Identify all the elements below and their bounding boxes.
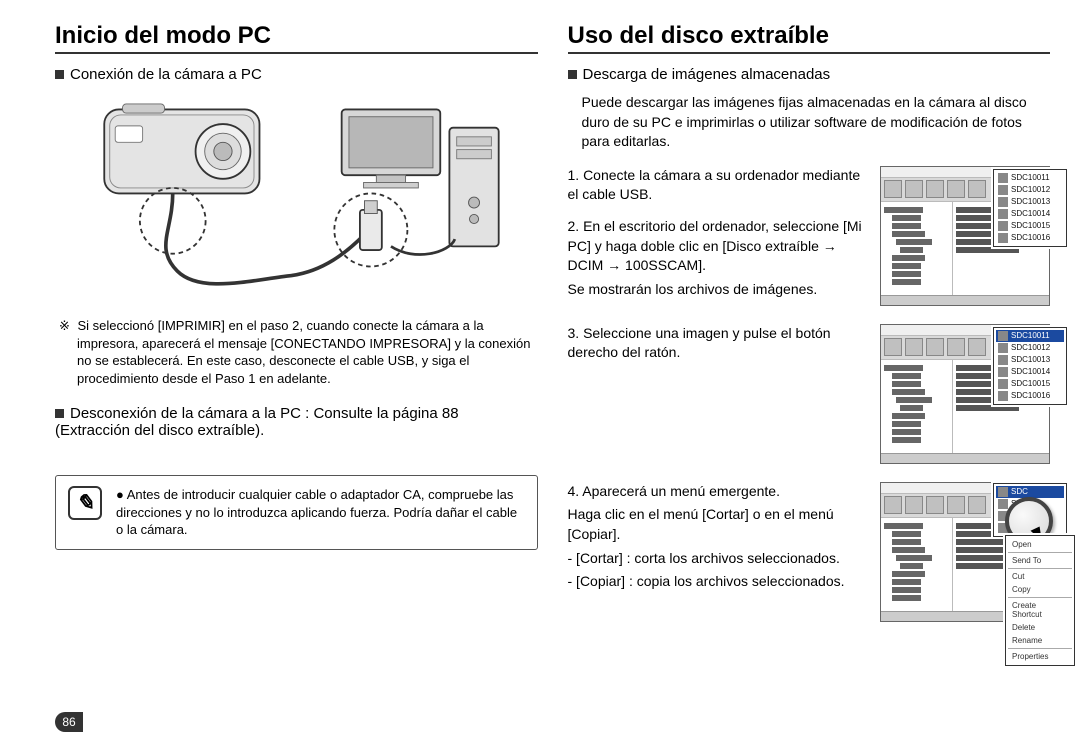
image-file-icon	[998, 367, 1008, 377]
image-file-icon	[998, 331, 1008, 341]
tip-icon: ✎	[68, 486, 102, 520]
step4d: - [Copiar] : copia los archivos seleccio…	[568, 572, 871, 592]
right-section1-text: Descarga de imágenes almacenadas	[583, 66, 831, 83]
camera-pc-illustration	[55, 93, 538, 303]
tip-box: ✎ ● Antes de introducir cualquier cable …	[55, 475, 538, 550]
manual-page: Inicio del modo PC Conexión de la cámara…	[0, 0, 1080, 656]
image-file-icon	[998, 197, 1008, 207]
right-title: Uso del disco extraíble	[568, 22, 1051, 54]
step4c: - [Cortar] : corta los archivos seleccio…	[568, 549, 871, 569]
file-overlay-selected: SDC10011 SDC10012 SDC10013 SDC10014 SDC1…	[993, 327, 1067, 405]
ctx-shortcut: Create Shortcut	[1008, 599, 1072, 621]
illustration-svg	[86, 93, 506, 303]
bullet-square-icon	[55, 70, 64, 79]
file-item: SDC10016	[1011, 233, 1050, 242]
screenshot-context-menu: SDC SDC SDC SDC Open Send To Cut Copy Cr…	[880, 482, 1050, 622]
toolbar-btn	[905, 180, 923, 198]
image-file-icon	[998, 379, 1008, 389]
step4a: 4. Aparecerá un menú emergente.	[568, 482, 871, 502]
left-section2-text: Desconexión de la cámara a la PC : Consu…	[55, 405, 459, 439]
file-overlay: SDC10011 SDC10012 SDC10013 SDC10014 SDC1…	[993, 169, 1067, 247]
page-number-badge: 86	[55, 712, 83, 732]
toolbar-btn	[926, 180, 944, 198]
right-intro: Puede descargar las imágenes fijas almac…	[568, 93, 1051, 152]
step1: 1. Conecte la cámara a su ordenador medi…	[568, 166, 871, 205]
file-item: SDC10015	[1011, 379, 1050, 388]
screenshot-select: SDC10011 SDC10012 SDC10013 SDC10014 SDC1…	[880, 324, 1050, 464]
bullet-square-icon	[568, 70, 577, 79]
step-1-2-text: 1. Conecte la cámara a su ordenador medi…	[568, 166, 871, 306]
step2a: 2. En el escritorio del ordenador, selec…	[568, 217, 871, 276]
file-item: SDC10011	[1011, 173, 1050, 182]
toolbar-btn	[884, 180, 902, 198]
toolbar-btn	[947, 180, 965, 198]
step2b: Se mostrarán los archivos de imágenes.	[568, 280, 871, 300]
ctx-cut: Cut	[1008, 570, 1072, 583]
left-section2: Desconexión de la cámara a la PC : Consu…	[55, 405, 538, 439]
image-file-icon	[998, 355, 1008, 365]
ctx-props: Properties	[1008, 650, 1072, 663]
file-item: SDC10015	[1011, 221, 1050, 230]
image-file-icon	[998, 233, 1008, 243]
step-3: 3. Seleccione una imagen y pulse el botó…	[568, 324, 1051, 464]
step-4: 4. Aparecerá un menú emergente. Haga cli…	[568, 482, 1051, 622]
right-section1-heading: Descarga de imágenes almacenadas	[568, 66, 1051, 83]
tip-text: ● Antes de introducir cualquier cable o …	[116, 486, 525, 539]
image-file-icon	[998, 209, 1008, 219]
step-1-2: 1. Conecte la cámara a su ordenador medi…	[568, 166, 1051, 306]
context-menu: Open Send To Cut Copy Create Shortcut De…	[1005, 535, 1075, 666]
left-section1-heading: Conexión de la cámara a PC	[55, 66, 538, 83]
left-column: Inicio del modo PC Conexión de la cámara…	[55, 22, 538, 640]
bullet-square-icon	[55, 409, 64, 418]
tip-body: Antes de introducir cualquier cable o ad…	[116, 487, 517, 537]
left-title: Inicio del modo PC	[55, 22, 538, 54]
left-section1-text: Conexión de la cámara a PC	[70, 66, 262, 83]
screenshot-files: SDC10011 SDC10012 SDC10013 SDC10014 SDC1…	[880, 166, 1050, 306]
file-item: SDC10012	[1011, 185, 1050, 194]
image-file-icon	[998, 185, 1008, 195]
file-item: SDC10016	[1011, 391, 1050, 400]
step4-text: 4. Aparecerá un menú emergente. Haga cli…	[568, 482, 871, 622]
file-item: SDC10013	[1011, 197, 1050, 206]
shot-statusbar	[881, 295, 1049, 305]
image-file-icon	[998, 173, 1008, 183]
ctx-open: Open	[1008, 538, 1072, 551]
step4b: Haga clic en el menú [Cortar] o en el me…	[568, 505, 871, 544]
ctx-copy: Copy	[1008, 583, 1072, 596]
image-file-icon	[998, 391, 1008, 401]
file-item: SDC10013	[1011, 355, 1050, 364]
image-file-icon	[998, 343, 1008, 353]
toolbar-btn	[968, 180, 986, 198]
file-item: SDC10014	[1011, 209, 1050, 218]
note-symbol: ※	[59, 318, 78, 333]
file-item: SDC10014	[1011, 367, 1050, 376]
ctx-rename: Rename	[1008, 634, 1072, 647]
step3-text: 3. Seleccione una imagen y pulse el botó…	[568, 324, 871, 464]
tip-bullet: ●	[116, 487, 124, 502]
image-file-icon	[998, 221, 1008, 231]
left-note-text: Si seleccionó [IMPRIMIR] en el paso 2, c…	[77, 318, 530, 386]
right-column: Uso del disco extraíble Descarga de imág…	[568, 22, 1051, 640]
ctx-sendto: Send To	[1008, 554, 1072, 567]
folder-tree	[881, 202, 953, 295]
ctx-delete: Delete	[1008, 621, 1072, 634]
left-note: ※ Si seleccionó [IMPRIMIR] en el paso 2,…	[77, 317, 538, 387]
file-item-selected: SDC10011	[1011, 331, 1050, 340]
file-item: SDC10012	[1011, 343, 1050, 352]
